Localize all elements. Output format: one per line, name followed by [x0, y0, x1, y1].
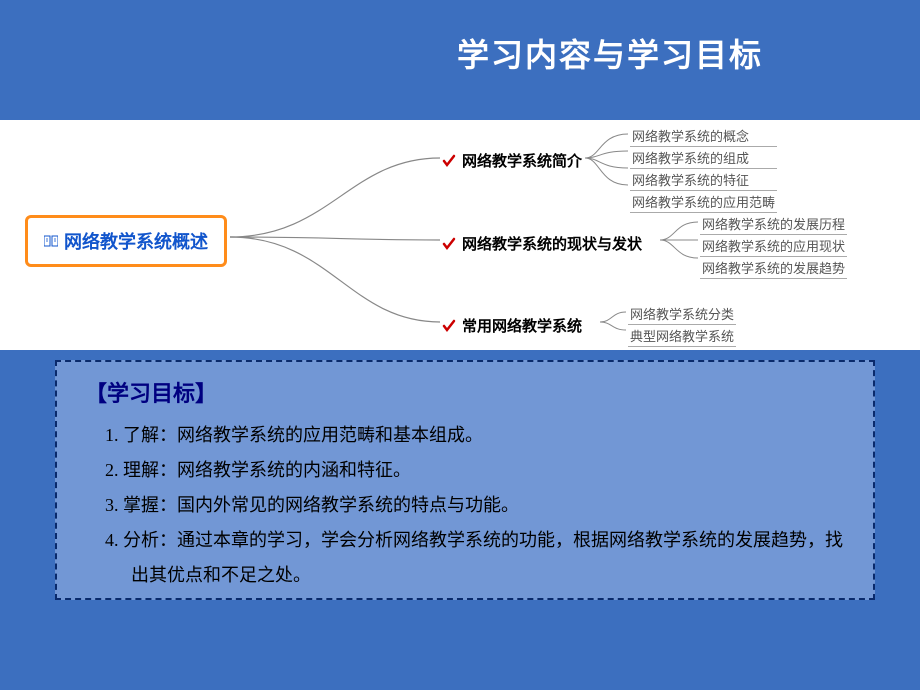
- branch-label: 常用网络教学系统: [462, 315, 582, 336]
- check-icon: [442, 154, 456, 168]
- mindmap-root-label: 网络教学系统概述: [64, 228, 208, 254]
- page-title: 学习内容与学习目标: [0, 0, 920, 76]
- objective-item: 2. 理解：网络教学系统的内涵和特征。: [85, 453, 845, 488]
- objective-text: 理解：网络教学系统的内涵和特征。: [123, 460, 411, 480]
- leaf-item: 网络教学系统的发展历程: [700, 213, 847, 235]
- objectives-title: 【学习目标】: [85, 376, 845, 408]
- objective-text: 了解：网络教学系统的应用范畴和基本组成。: [123, 425, 483, 445]
- objective-text: 分析：通过本章的学习，学会分析网络教学系统的功能，根据网络教学系统的发展趋势，找…: [123, 530, 843, 585]
- leaf-item: 典型网络教学系统: [628, 325, 736, 347]
- leaf-group: 网络教学系统分类 典型网络教学系统: [628, 303, 736, 347]
- objectives-list: 1. 了解：网络教学系统的应用范畴和基本组成。 2. 理解：网络教学系统的内涵和…: [85, 418, 845, 593]
- mindmap-branch: 网络教学系统简介: [442, 150, 582, 171]
- objective-item: 3. 掌握：国内外常见的网络教学系统的特点与功能。: [85, 488, 845, 523]
- mindmap-branch: 常用网络教学系统: [442, 315, 582, 336]
- leaf-item: 网络教学系统的特征: [630, 169, 777, 191]
- objectives-panel: 【学习目标】 1. 了解：网络教学系统的应用范畴和基本组成。 2. 理解：网络教…: [55, 360, 875, 600]
- mindmap-panel: 网络教学系统概述 网络教学系统简介 网络教学系统的概念 网络教学系统的组成 网络…: [0, 120, 920, 350]
- check-icon: [442, 237, 456, 251]
- leaf-item: 网络教学系统分类: [628, 303, 736, 325]
- branch-label: 网络教学系统简介: [462, 150, 582, 171]
- leaf-group: 网络教学系统的概念 网络教学系统的组成 网络教学系统的特征 网络教学系统的应用范…: [630, 125, 777, 213]
- leaf-item: 网络教学系统的概念: [630, 125, 777, 147]
- book-icon: [44, 235, 58, 247]
- leaf-item: 网络教学系统的组成: [630, 147, 777, 169]
- leaf-item: 网络教学系统的应用范畴: [630, 191, 777, 213]
- branch-label: 网络教学系统的现状与发状: [462, 233, 642, 254]
- check-icon: [442, 319, 456, 333]
- leaf-item: 网络教学系统的发展趋势: [700, 257, 847, 279]
- objective-item: 4. 分析：通过本章的学习，学会分析网络教学系统的功能，根据网络教学系统的发展趋…: [85, 523, 845, 593]
- objective-item: 1. 了解：网络教学系统的应用范畴和基本组成。: [85, 418, 845, 453]
- objective-text: 掌握：国内外常见的网络教学系统的特点与功能。: [123, 495, 519, 515]
- mindmap-branch: 网络教学系统的现状与发状: [442, 233, 642, 254]
- mindmap-root-node: 网络教学系统概述: [25, 215, 227, 267]
- leaf-group: 网络教学系统的发展历程 网络教学系统的应用现状 网络教学系统的发展趋势: [700, 213, 847, 279]
- leaf-item: 网络教学系统的应用现状: [700, 235, 847, 257]
